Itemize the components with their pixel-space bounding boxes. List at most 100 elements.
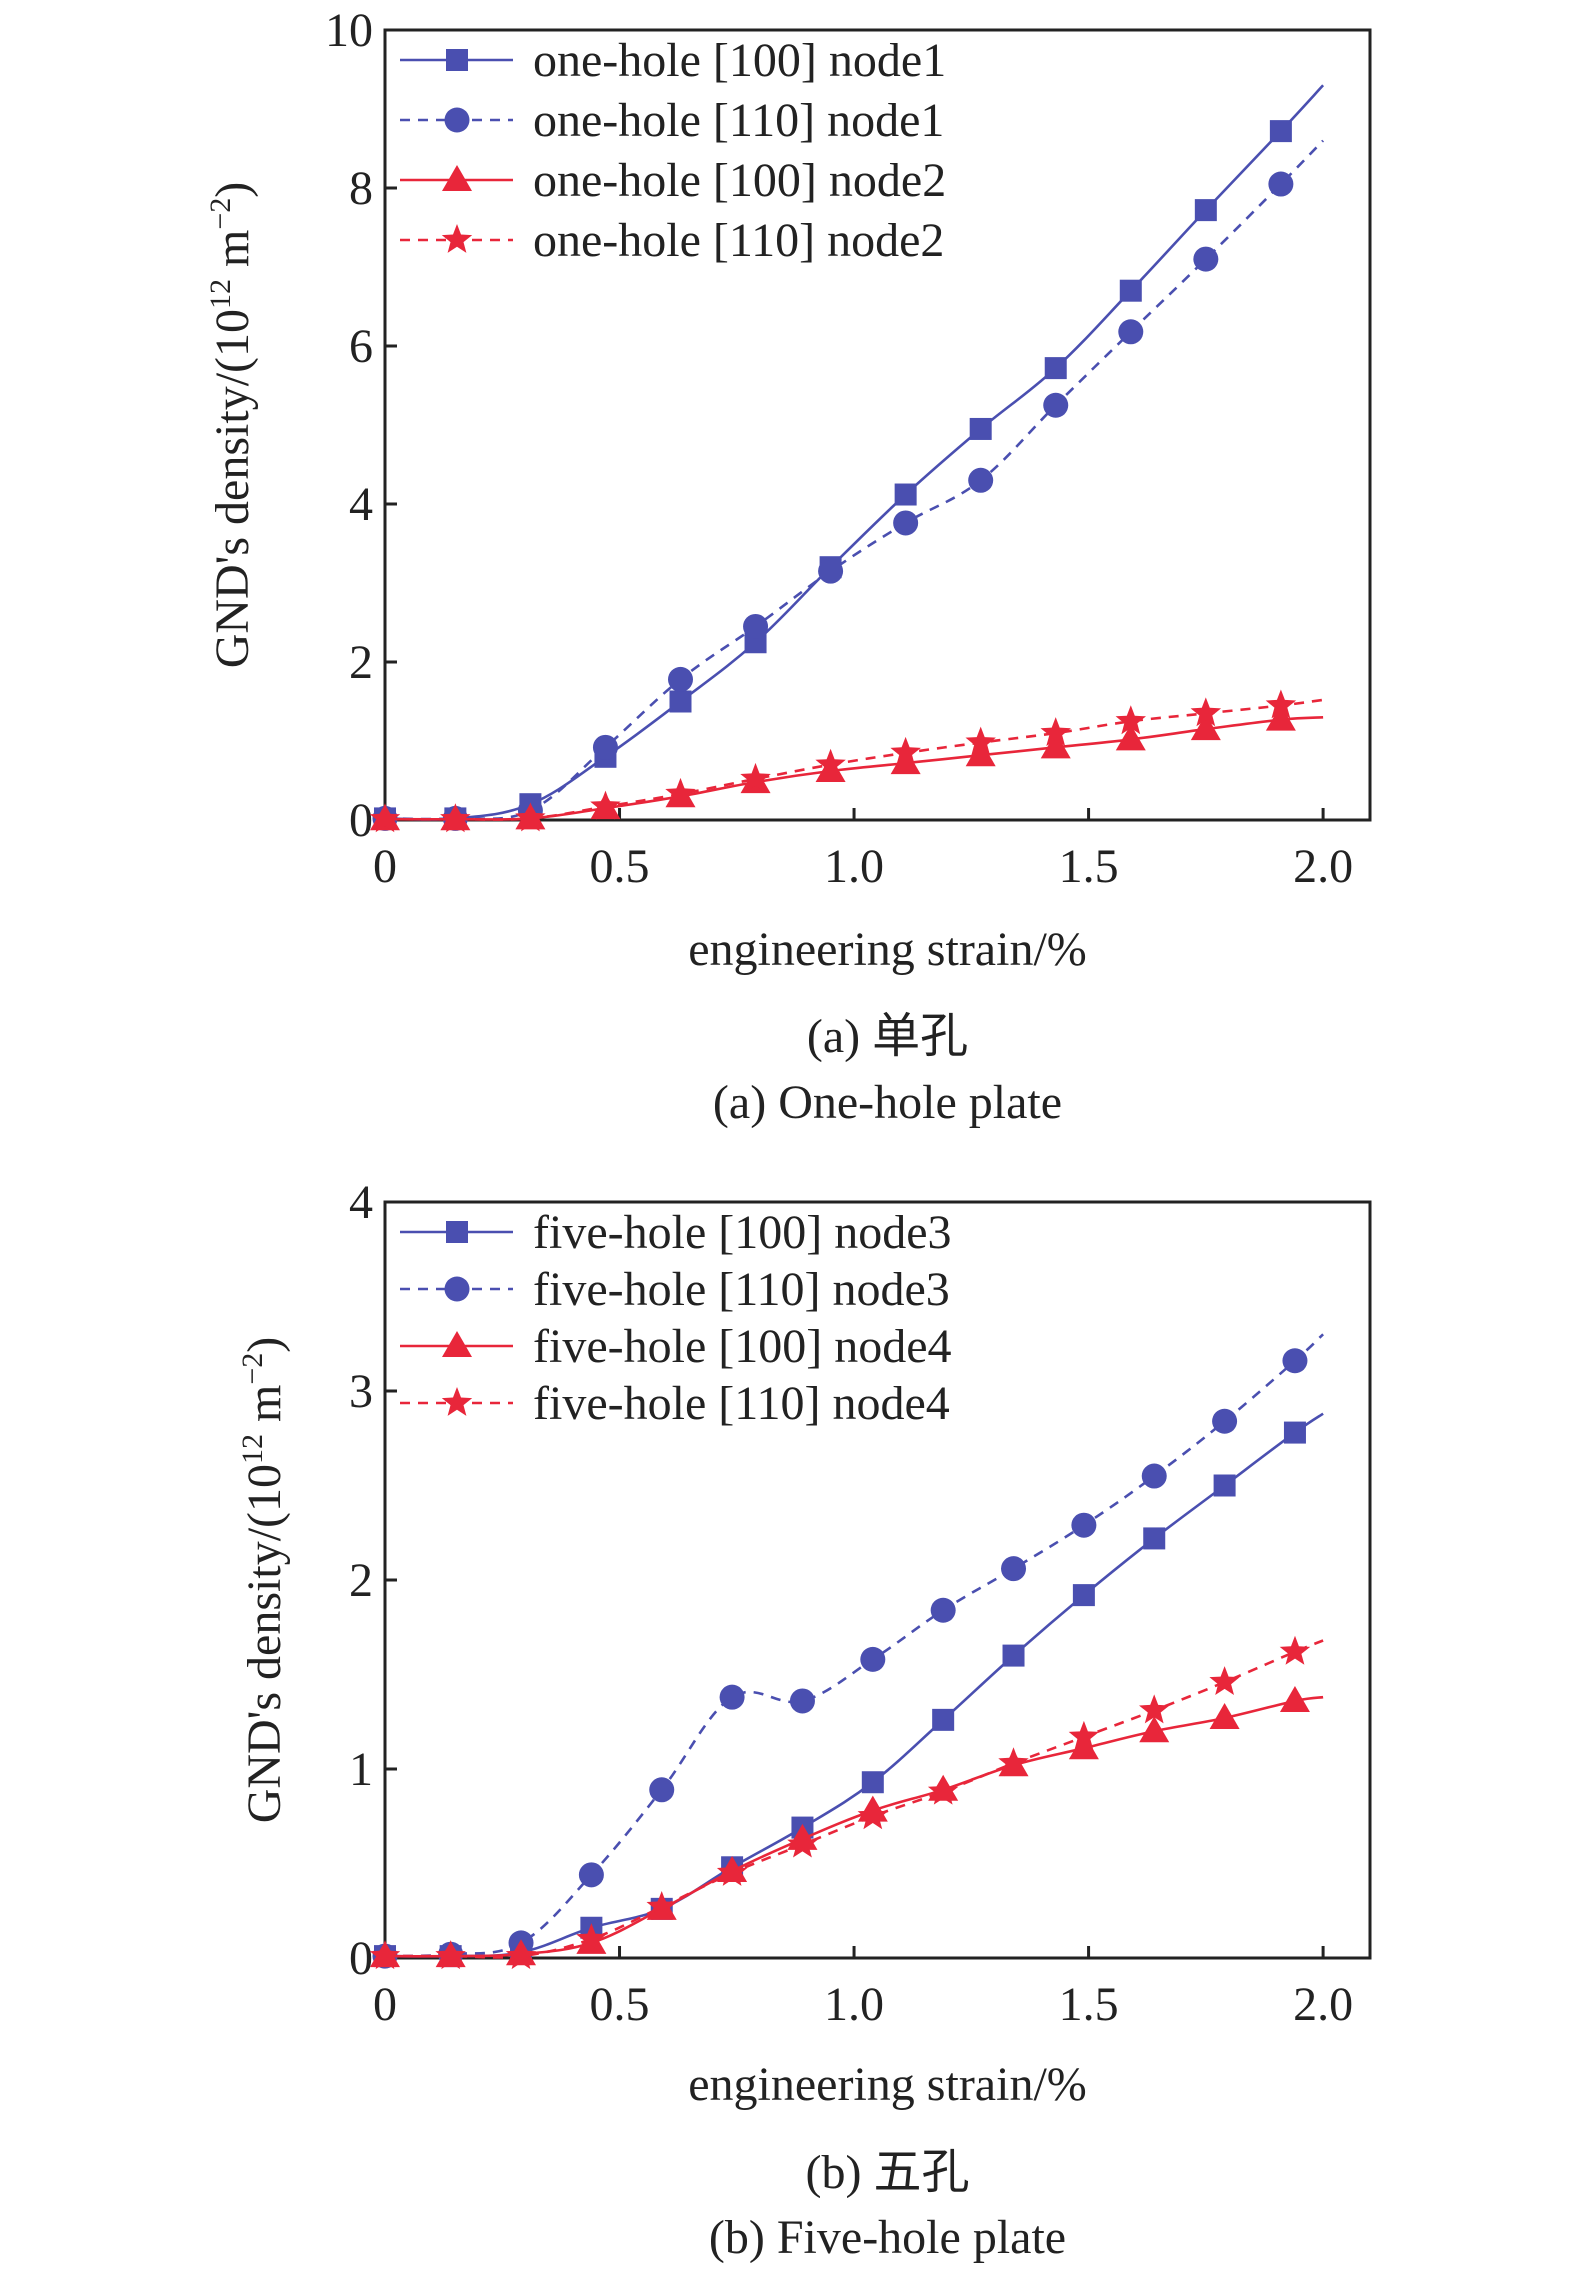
y-tick-label: 4	[349, 478, 373, 531]
data-point	[646, 1891, 677, 1920]
data-point	[1143, 1527, 1166, 1550]
legend-item: one-hole [110] node2	[400, 214, 944, 267]
legend-item: one-hole [110] node1	[400, 94, 944, 147]
data-point	[1193, 246, 1219, 272]
data-point	[860, 1646, 886, 1672]
legend-marker	[446, 49, 468, 71]
data-point	[968, 467, 994, 493]
y-tick-label: 6	[349, 320, 373, 373]
x-tick-label: 0.5	[590, 840, 650, 893]
data-point	[649, 1777, 675, 1803]
data-point	[1212, 1408, 1238, 1434]
data-point	[743, 613, 769, 639]
data-point	[590, 790, 621, 820]
data-point	[1209, 1666, 1240, 1695]
data-point	[576, 1923, 607, 1952]
x-tick-label: 0	[373, 1978, 397, 2031]
series-line	[384, 1695, 1324, 1958]
y-axis-label-a: GND's density/(1012 m−2)	[204, 182, 259, 669]
legend-marker	[442, 1331, 472, 1357]
data-point	[965, 726, 996, 756]
x-tick-label: 0.5	[590, 1978, 650, 2031]
data-point	[1115, 705, 1146, 735]
data-point	[1279, 1685, 1310, 1712]
data-point	[716, 1857, 748, 1886]
data-point	[440, 803, 471, 833]
y-axis-label-b: GND's density/(1012 m−2)	[236, 1337, 291, 1824]
data-point	[965, 740, 996, 767]
y-axis-label-part: )	[206, 182, 259, 198]
x-tick-label: 1.0	[824, 1978, 884, 2031]
x-tick-label: 1.5	[1059, 1978, 1119, 2031]
y-tick-label: 2	[349, 636, 373, 689]
caption-en-a: (a) One-hole plate	[713, 1076, 1062, 1129]
x-tick-label: 2.0	[1293, 840, 1353, 893]
legend-marker	[442, 165, 472, 191]
y-tick-label: 0	[349, 1932, 373, 1985]
data-point	[665, 777, 696, 807]
x-axis-label-b: engineering strain/%	[688, 2058, 1087, 2111]
y-tick-label: 2	[349, 1554, 373, 1607]
series-group-b	[369, 1333, 1324, 1970]
x-tick-label: 1.5	[1059, 840, 1119, 893]
data-point	[969, 417, 992, 440]
legend-item: one-hole [100] node1	[400, 34, 946, 87]
data-point	[930, 1597, 956, 1623]
data-point	[893, 510, 919, 536]
data-point	[1213, 1474, 1236, 1497]
data-point	[1115, 724, 1146, 751]
x-tick-label: 1.0	[824, 840, 884, 893]
y-tick-label: 1	[349, 1743, 373, 1796]
data-point	[1139, 1694, 1170, 1724]
legend-item: five-hole [110] node4	[400, 1377, 950, 1430]
y-tick-label: 8	[349, 162, 373, 215]
legend-label: five-hole [100] node4	[533, 1320, 952, 1373]
legend-a: one-hole [100] node1 one-hole [110] node1…	[400, 34, 946, 267]
data-point	[369, 1940, 401, 1970]
legend-label: one-hole [100] node2	[533, 154, 946, 207]
legend-item: five-hole [110] node3	[400, 1263, 950, 1316]
data-point	[1001, 1556, 1027, 1582]
y-axis-label-part: )	[238, 1337, 291, 1353]
y-tick-label: 0	[349, 794, 373, 847]
x-tick-label: 2.0	[1293, 1978, 1353, 2031]
legend-marker	[444, 1276, 470, 1302]
data-point	[1071, 1512, 1097, 1538]
data-point	[1141, 1463, 1167, 1489]
data-point	[515, 802, 546, 832]
data-point	[1190, 697, 1222, 727]
x-axis-label-a: engineering strain/%	[688, 923, 1087, 976]
data-point	[890, 736, 921, 766]
data-point	[1044, 357, 1067, 380]
axis-ticks-a: 0 0.5 1.0 1.5 2.0 0 2 4 6 8 10	[325, 4, 1353, 893]
data-point	[1282, 1348, 1308, 1374]
data-point	[669, 690, 692, 713]
y-axis-label-part: 12	[236, 1434, 269, 1464]
y-axis-label-part: m	[238, 1385, 291, 1434]
data-point	[1118, 319, 1144, 345]
legend-label: five-hole [110] node3	[533, 1263, 950, 1316]
data-point	[789, 1688, 815, 1714]
data-point	[1002, 1644, 1025, 1667]
legend-label: one-hole [100] node1	[533, 34, 946, 87]
data-point	[815, 748, 846, 778]
data-point	[578, 1862, 604, 1888]
data-point	[1265, 704, 1296, 731]
data-point	[1043, 392, 1069, 418]
data-point	[1209, 1702, 1240, 1729]
legend-label: one-hole [110] node1	[533, 94, 944, 147]
data-point	[369, 803, 401, 833]
plot-frame-a	[383, 28, 1372, 822]
data-point	[1068, 1720, 1100, 1750]
legend-label: one-hole [110] node2	[533, 214, 944, 267]
data-point	[592, 734, 618, 760]
series-group-a	[369, 84, 1325, 833]
series-a-4	[369, 689, 1324, 833]
legend-marker	[441, 224, 473, 253]
legend-item: five-hole [100] node4	[400, 1320, 952, 1373]
panel-a: 0 0.5 1.0 1.5 2.0 0 2 4 6 8 10 one-hole [100] node…	[204, 4, 1372, 1129]
legend-label: five-hole [110] node4	[533, 1377, 950, 1430]
